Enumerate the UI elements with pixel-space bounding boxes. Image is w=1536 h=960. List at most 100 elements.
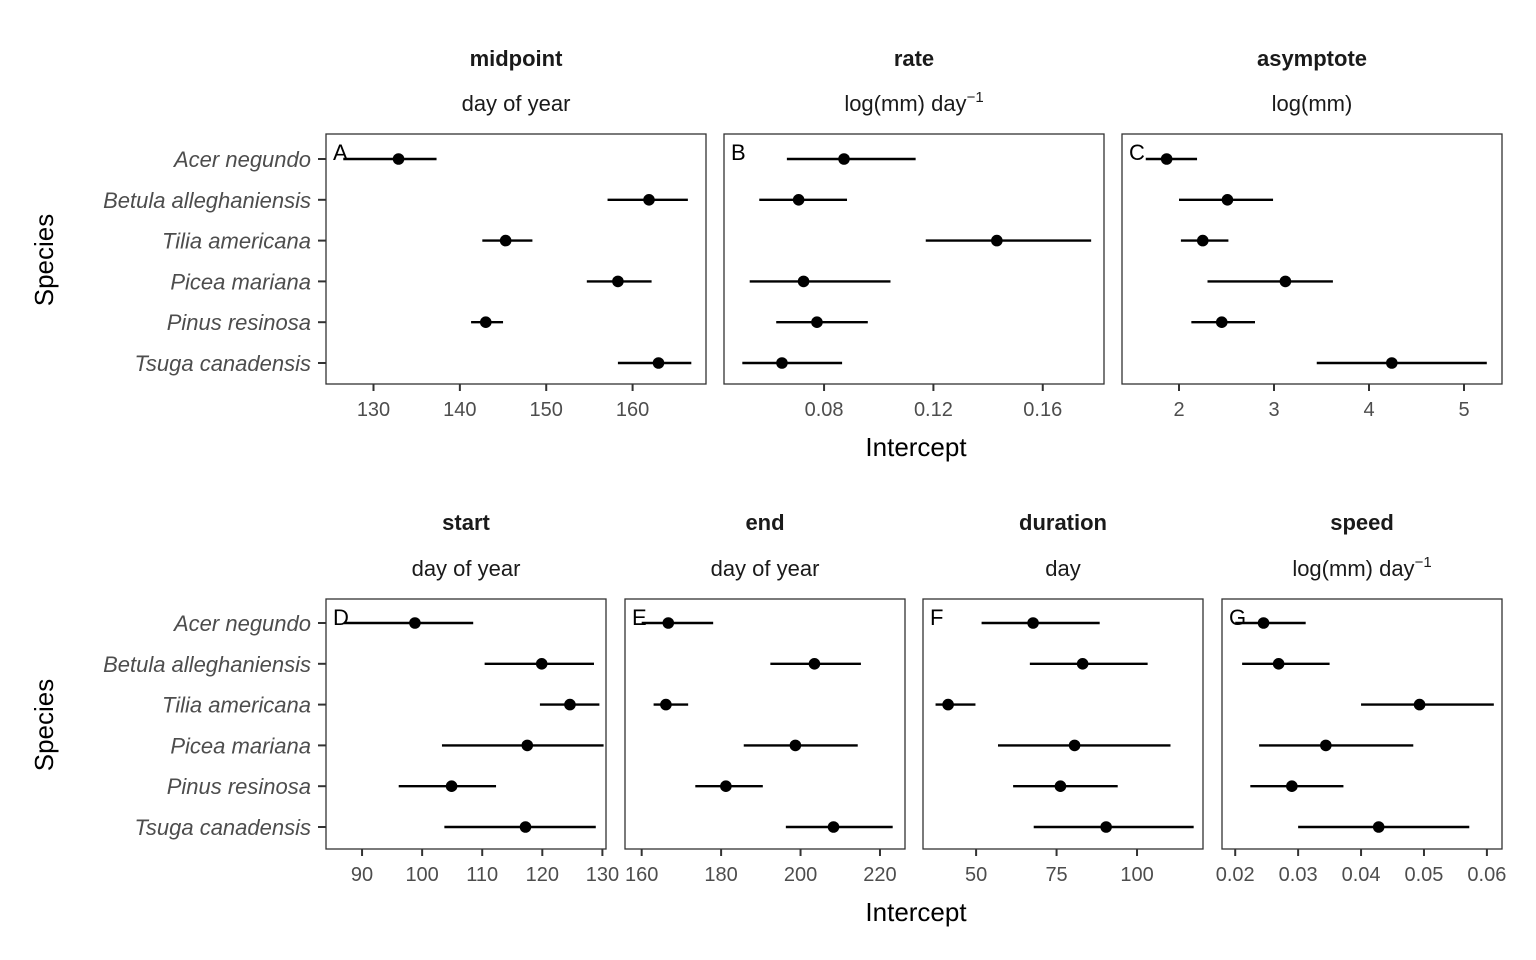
x-tick-label: 0.02 [1216,864,1255,886]
panel-frame [624,598,906,850]
x-tick-label: 150 [530,399,563,421]
species-label: Picea mariana [170,733,311,758]
species-labels-layer: Acer negundo Betula alleghaniensis Tilia a… [103,147,326,840]
species-label: Betula alleghaniensis [103,188,311,213]
x-axis-title-bottom: Intercept [865,897,967,927]
panel-title: asymptote [1257,46,1367,71]
species-label: Acer negundo [172,611,311,636]
panel-d: start day of year D 90 100 110 120 130 [325,510,619,886]
estimate-point [535,658,548,670]
panel-unit: log(mm) day−1 [1292,554,1431,581]
estimate-point [827,821,840,833]
estimate-point [612,275,624,288]
estimate-point [1027,617,1039,629]
x-tick-label: 110 [466,864,498,886]
x-tick-label: 90 [351,864,373,886]
species-label: Acer negundo [172,147,311,172]
x-tick-label: 100 [405,864,438,886]
estimate-point [808,658,821,670]
estimate-point [1257,617,1270,629]
x-tick-label: 160 [616,399,649,421]
estimate-point [1215,316,1228,329]
estimate-point [838,153,850,165]
panel-title: start [442,510,490,535]
species-label: Betula alleghaniensis [103,652,311,677]
panels-layer: midpoint day of year A 130 140 150 160 rate log(… [325,46,1507,886]
x-tick-label: 130 [357,399,390,421]
estimate-point [1160,153,1173,165]
panel-a: midpoint day of year A 130 140 150 160 [325,46,707,421]
x-tick-label: 0.12 [914,399,953,421]
estimate-point [1100,821,1112,833]
x-tick-label: 4 [1363,399,1374,421]
panel-frame [723,133,1105,385]
panel-title: end [745,510,784,535]
estimate-point [1372,821,1385,833]
estimate-point [521,739,534,752]
panel-f: duration day F 50 75 100 [922,510,1204,886]
panel-unit: day of year [412,556,521,581]
estimate-point [662,617,675,629]
panel-frame [1221,598,1503,850]
estimate-point [792,194,805,206]
panel-unit: log(mm) day−1 [844,89,983,116]
panel-unit: log(mm) [1272,91,1353,116]
panel-title: midpoint [470,46,564,71]
estimate-point [1272,658,1285,670]
panel-letter: C [1129,140,1145,165]
panel-letter: A [333,140,348,165]
estimate-point [1221,194,1234,206]
panel-letter: D [333,605,349,630]
x-tick-label: 160 [625,864,658,886]
estimate-point [720,780,732,792]
estimate-point [564,698,576,711]
estimate-point [652,357,665,369]
x-tick-label: 50 [965,864,987,886]
x-axis-title-top: Intercept [865,432,967,462]
x-tick-label: 0.04 [1342,864,1381,886]
panel-c: asymptote log(mm) C 2 3 4 5 [1121,46,1503,421]
panel-unit: day [1045,556,1080,581]
estimate-point [1386,357,1398,369]
panel-letter: G [1229,605,1246,630]
panel-frame [325,133,707,385]
estimate-point [1068,739,1081,752]
estimate-point [643,194,655,206]
y-axis-title-top: Species [29,214,59,307]
species-label: Pinus resinosa [167,310,311,335]
panel-title: duration [1019,510,1107,535]
estimate-point [942,698,954,711]
x-tick-label: 220 [863,864,896,886]
panel-letter: E [632,605,647,630]
species-label: Pinus resinosa [167,774,311,799]
panel-letter: B [731,140,746,165]
estimate-point [660,698,672,711]
x-tick-label: 3 [1268,399,1279,421]
panel-unit: day of year [711,556,820,581]
estimate-point [776,357,788,369]
panel-g: speed log(mm) day−1 G 0.02 0.03 0.04 0.05 0.06 [1216,510,1507,886]
estimate-point [1320,739,1332,752]
species-label: Picea mariana [170,269,311,294]
x-tick-label: 180 [704,864,737,886]
y-axis-title-bottom: Species [29,679,59,772]
x-tick-label: 0.08 [805,399,844,421]
panel-unit: day of year [462,91,571,116]
x-tick-label: 140 [443,399,476,421]
estimate-point [445,780,458,792]
panel-b: rate log(mm) day−1 B 0.08 0.12 0.16 [723,46,1105,421]
x-tick-label: 0.16 [1023,399,1062,421]
estimate-point [479,316,492,329]
panel-title: speed [1330,510,1394,535]
estimate-point [1279,275,1292,288]
x-tick-label: 200 [784,864,817,886]
panel-frame [922,598,1204,850]
x-tick-label: 0.06 [1467,864,1506,886]
estimate-point [1076,658,1089,670]
estimate-point [811,316,823,329]
panel-frame [1121,133,1503,385]
estimate-point [1286,780,1298,792]
estimate-point [797,275,810,288]
estimate-point [1413,698,1426,711]
